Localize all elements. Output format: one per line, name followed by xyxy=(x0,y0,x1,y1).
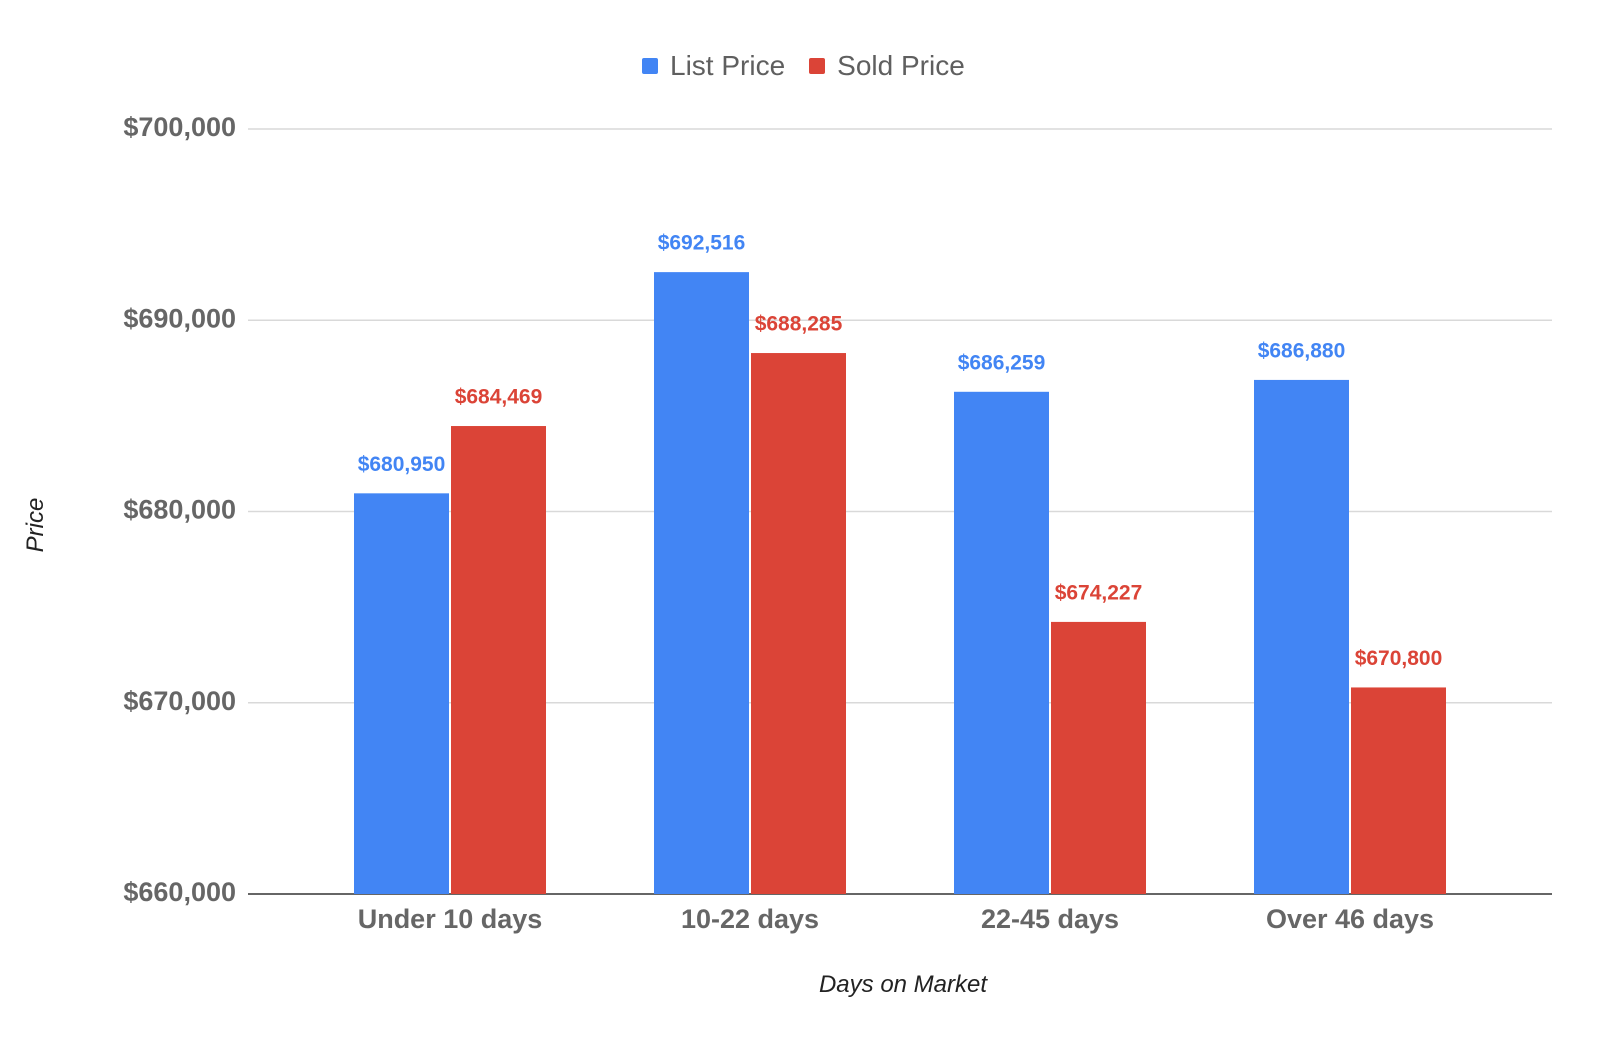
data-label: $674,227 xyxy=(1055,581,1143,604)
data-label: $670,800 xyxy=(1355,647,1443,670)
y-tick-label: $690,000 xyxy=(123,303,236,333)
data-label: $692,516 xyxy=(658,232,746,255)
y-axis-label: Price xyxy=(22,497,49,553)
legend-swatch-sold-price xyxy=(809,58,826,74)
data-label: $686,880 xyxy=(1258,339,1346,362)
legend: List Price Sold Price xyxy=(642,50,965,82)
data-label: $688,285 xyxy=(755,313,843,336)
data-label: $680,950 xyxy=(358,453,446,476)
bar-sold-price xyxy=(451,426,546,894)
bar-list-price xyxy=(954,391,1049,894)
legend-swatch-list-price xyxy=(642,58,658,74)
y-tick-label: $700,000 xyxy=(123,112,236,142)
x-axis-label: Days on Market xyxy=(818,971,988,998)
legend-label-sold-price: Sold Price xyxy=(837,50,965,81)
legend-item-sold-price: Sold Price xyxy=(809,50,965,82)
y-tick-label: $670,000 xyxy=(123,686,236,716)
data-label: $686,259 xyxy=(958,351,1046,374)
data-label: $684,469 xyxy=(455,386,543,409)
bar-list-price xyxy=(354,493,449,894)
x-tick-label: 22-45 days xyxy=(981,904,1119,934)
bar-sold-price xyxy=(1051,621,1146,894)
legend-item-list-price: List Price xyxy=(642,50,785,82)
bar-sold-price xyxy=(1351,687,1446,894)
bar-list-price xyxy=(1254,379,1349,894)
x-tick-label: 10-22 days xyxy=(681,904,819,934)
bar-sold-price xyxy=(751,353,846,894)
x-tick-label: Over 46 days xyxy=(1266,904,1434,934)
legend-label-list-price: List Price xyxy=(670,50,786,81)
y-tick-label: $660,000 xyxy=(123,877,236,907)
x-tick-label: Under 10 days xyxy=(358,904,543,934)
y-tick-label: $680,000 xyxy=(123,495,236,525)
bar-list-price xyxy=(654,272,749,895)
